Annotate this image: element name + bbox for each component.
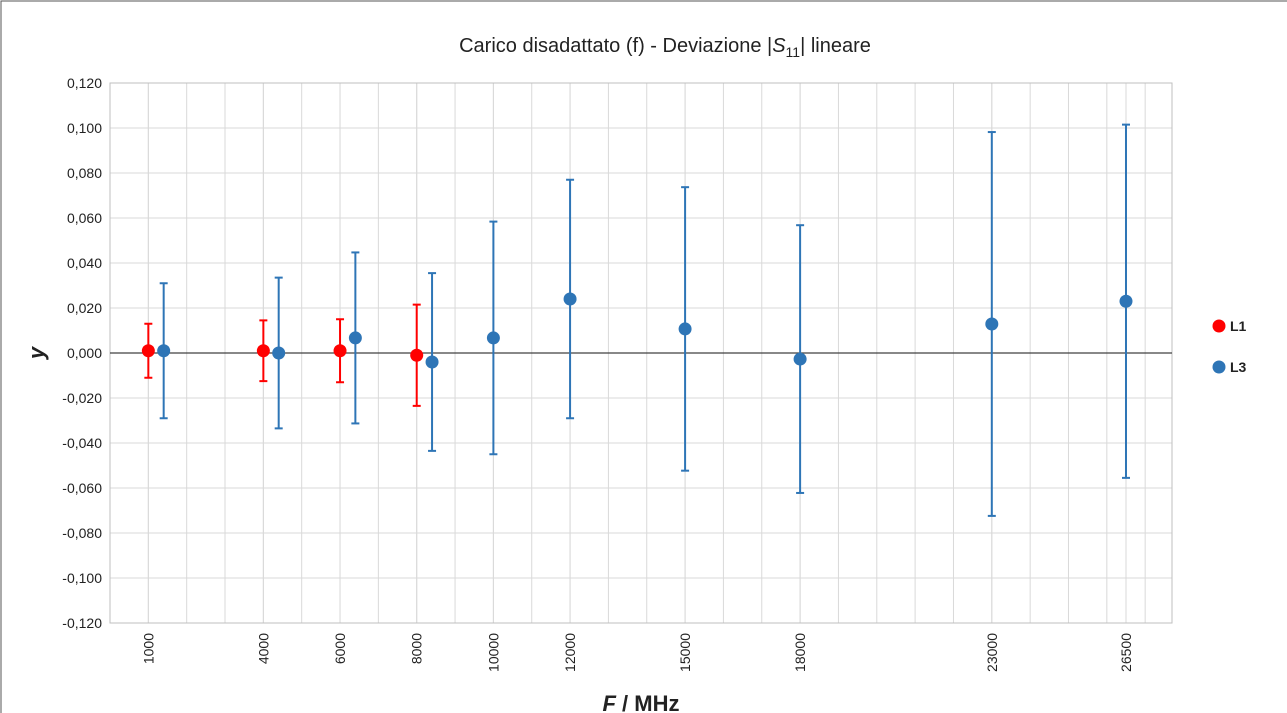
x-tick-label: 12000 (562, 633, 578, 672)
x-tick-label: 15000 (677, 633, 693, 672)
x-tick-label: 18000 (792, 633, 808, 672)
y-tick-label: -0,060 (62, 480, 102, 496)
y-tick-label: -0,020 (62, 390, 102, 406)
x-tick-label: 26500 (1118, 633, 1134, 672)
point (425, 355, 439, 369)
legend-label: L1 (1230, 318, 1247, 334)
x-tick-label: 8000 (409, 633, 425, 664)
point (1119, 294, 1133, 308)
point (410, 348, 424, 362)
x-tick-label: 1000 (140, 633, 156, 664)
point (272, 346, 286, 360)
y-tick-label: 0,080 (67, 165, 102, 181)
y-tick-label: 0,120 (67, 75, 102, 91)
y-tick-label: 0,040 (67, 255, 102, 271)
y-tick-label: -0,040 (62, 435, 102, 451)
x-tick-label: 23000 (984, 633, 1000, 672)
y-axis-label: y (24, 345, 49, 360)
point (256, 344, 270, 358)
point (141, 344, 155, 358)
y-tick-label: 0,060 (67, 210, 102, 226)
y-tick-label: -0,100 (62, 570, 102, 586)
x-axis-label: F / MHz (602, 691, 679, 713)
x-tick-label: 10000 (485, 633, 501, 672)
point (157, 344, 171, 358)
y-tick-label: -0,080 (62, 525, 102, 541)
point (793, 352, 807, 366)
point (333, 344, 347, 358)
point (348, 331, 362, 345)
legend-marker (1212, 360, 1226, 374)
y-tick-label: -0,120 (62, 615, 102, 631)
x-tick-label: 4000 (255, 633, 271, 664)
legend-marker (1212, 319, 1226, 333)
legend-label: L3 (1230, 359, 1247, 375)
y-tick-label: 0,000 (67, 345, 102, 361)
x-tick-label: 6000 (332, 633, 348, 664)
point (563, 292, 577, 306)
y-tick-label: 0,020 (67, 300, 102, 316)
point (985, 317, 999, 331)
y-tick-label: 0,100 (67, 120, 102, 136)
point (678, 322, 692, 336)
point (486, 331, 500, 345)
chart-title: Carico disadattato (f) - Deviazione |S11… (459, 35, 871, 60)
